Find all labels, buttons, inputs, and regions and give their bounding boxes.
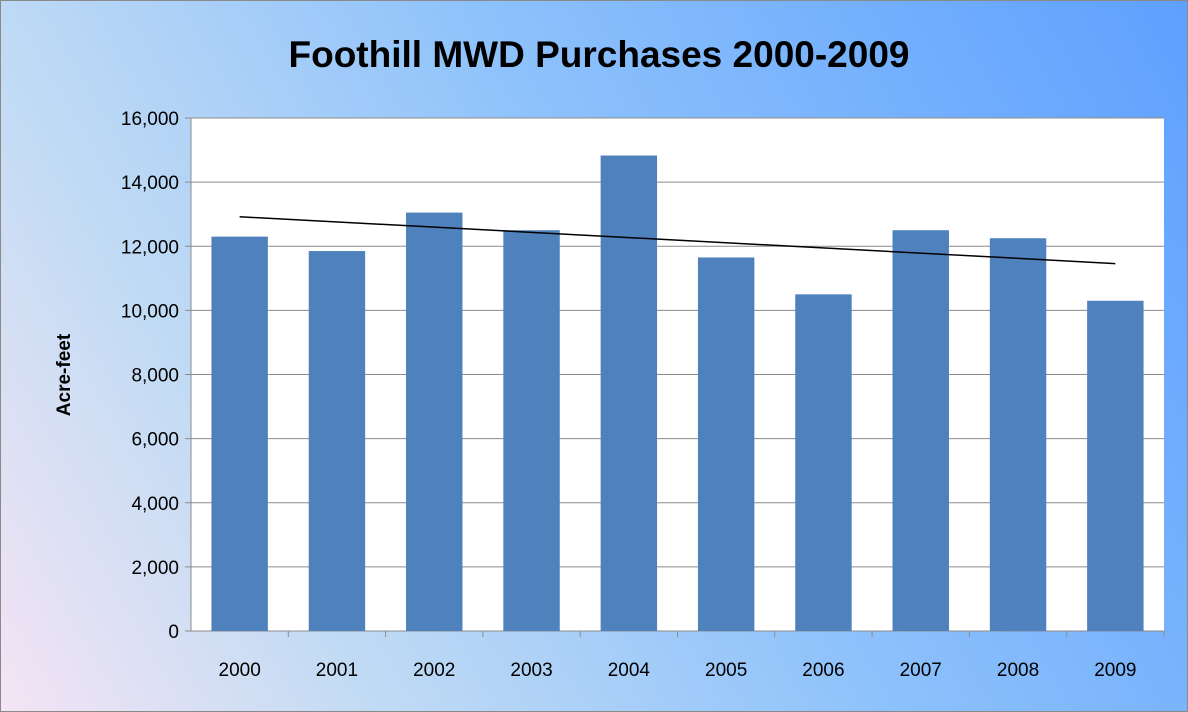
- y-tick-label: 14,000: [121, 173, 179, 194]
- y-tick-label: 0: [168, 622, 179, 643]
- x-tick-label: 2002: [413, 660, 455, 681]
- x-tick-label: 2007: [900, 660, 942, 681]
- y-tick-label: 8,000: [131, 366, 179, 387]
- x-tick-label: 2006: [802, 660, 844, 681]
- y-tick-label: 6,000: [131, 430, 179, 451]
- bar-2005: [697, 257, 755, 631]
- bar-2009: [1087, 300, 1144, 631]
- y-tick-label: 16,000: [121, 109, 179, 130]
- x-tick-label: 2000: [219, 660, 261, 681]
- x-axis-ticks: 2000 2001 2002 2003 2004 2005 2006 2007 2008 2009: [219, 631, 1165, 681]
- bar-2002: [406, 212, 463, 631]
- x-tick-label: 2003: [510, 660, 552, 681]
- bar-2003: [503, 230, 560, 631]
- y-axis-ticks: 0 2,000 4,000 6,000 8,000 10,000 12,000 14,000 1…: [121, 109, 191, 643]
- chart-title: Foothill MWD Purchases 2000-2009: [289, 34, 910, 75]
- bar-2004: [600, 155, 658, 631]
- x-tick-label: 2009: [1094, 660, 1136, 681]
- trendline: [239, 216, 1116, 265]
- bar-2000: [211, 236, 268, 631]
- bar-2001: [308, 251, 366, 631]
- y-tick-label: 2,000: [131, 558, 179, 579]
- x-tick-label: 2001: [316, 660, 358, 681]
- y-tick-label: 10,000: [121, 301, 179, 322]
- x-tick-label: 2008: [997, 660, 1039, 681]
- y-axis-label: Acre-feet: [54, 333, 75, 416]
- x-tick-label: 2004: [608, 660, 651, 681]
- bars: [211, 155, 1144, 631]
- bar-2008: [989, 238, 1047, 631]
- bar-2007: [892, 230, 949, 631]
- y-tick-label: 4,000: [131, 494, 179, 515]
- x-tick-label: 2005: [705, 660, 747, 681]
- y-tick-label: 12,000: [121, 237, 179, 258]
- bar-2006: [795, 294, 852, 631]
